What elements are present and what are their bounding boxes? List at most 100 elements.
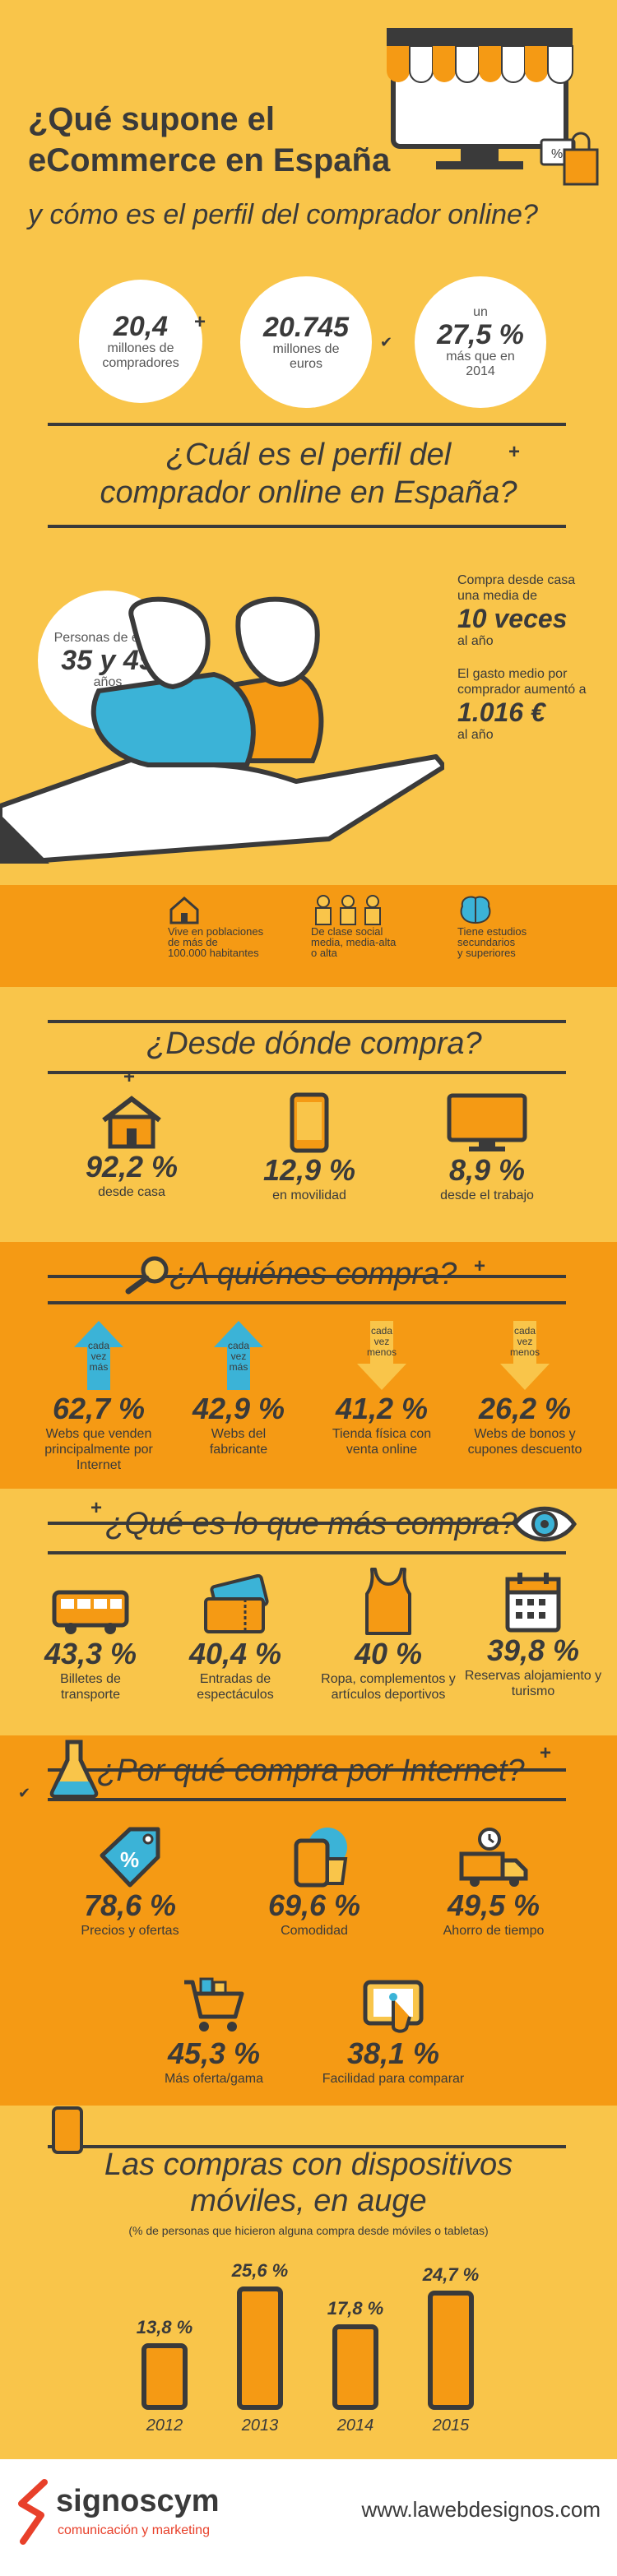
why-label: Comodidad (281, 1924, 348, 1938)
check-icon: ✔ (380, 334, 393, 350)
what-label: artículos deportivos (331, 1688, 446, 1702)
mobile-heading: Las compras con dispositivos móviles, en… (0, 2147, 617, 2219)
whom-value: 42,9 % (192, 1392, 285, 1425)
stat-label: 2014 (466, 364, 495, 378)
desktop-monitor-icon (447, 1093, 527, 1151)
traits-section: Vive en poblaciones de más de 100.000 ha… (0, 885, 617, 987)
price-tag-icon: % (100, 1827, 160, 1888)
phone-bar (332, 2324, 378, 2410)
trait-text: secundarios (457, 936, 516, 948)
plus-icon: + (540, 1742, 552, 1764)
trend-tag: cada (227, 1340, 250, 1351)
why-time-saving: 49,5 % Ahorro de tiempo (420, 1826, 568, 1939)
where-label: en movilidad (272, 1188, 346, 1202)
freq-label: una media de (457, 589, 537, 603)
frequency-stat: Compra desde casa una media de 10 veces … (457, 572, 614, 649)
freq-unit: al año (457, 634, 494, 648)
plus-icon: + (508, 441, 521, 463)
why-comfort: 69,6 % Comodidad (240, 1826, 388, 1939)
bus-icon (52, 1590, 129, 1634)
age-unit: años (93, 675, 123, 689)
bar-value-label: 17,8 % (327, 2298, 384, 2319)
what-transport: 43,3 % Billetes de transporte (16, 1587, 165, 1703)
mobile-heading-line-2: móviles, en auge (190, 2184, 427, 2218)
eye-icon (513, 1506, 577, 1542)
whom-manufacturer: cada vez más 42,9 % Webs del fabricante (165, 1319, 313, 1457)
mobile-purchases-chart: 13,8 % 25,6 % 17,8 % 24,7 % 2012 2013 20… (0, 2245, 617, 2459)
mobile-note: (% de personas que hicieron alguna compr… (128, 2224, 489, 2237)
trait-text: De clase social (311, 925, 383, 938)
plus-icon: + (194, 311, 206, 333)
stat-value: 27,5 % (437, 319, 524, 350)
stat-value: 20.745 (263, 312, 349, 343)
why-more-choice: 45,3 % Más oferta/gama (140, 1974, 288, 2087)
whom-value: 62,7 % (52, 1392, 146, 1425)
what-label: Reservas alojamiento y (464, 1669, 602, 1683)
footer-url[interactable]: www.lawebdesignos.com (361, 2497, 601, 2522)
profile-heading: ¿Cuál es el perfil del comprador online … (0, 436, 617, 512)
thumbs-up-icon (294, 1828, 348, 1888)
whom-label: Tienda física con (332, 1427, 432, 1441)
calendar-icon (505, 1573, 561, 1633)
what-tickets: 40,4 % Entradas de espectáculos (161, 1574, 309, 1703)
what-label: Ropa, complementos y (321, 1672, 456, 1686)
trait-text: o alta (311, 947, 337, 959)
what-label: transporte (60, 1688, 121, 1702)
why-value: 49,5 % (447, 1888, 540, 1922)
why-prices: % 78,6 % Precios y ofertas (56, 1826, 204, 1939)
divider (48, 525, 566, 528)
divider (48, 1071, 566, 1074)
profile-heading-line-2: comprador online en España? (100, 475, 517, 510)
plus-icon: + (123, 1066, 136, 1088)
trait-city: Vive en poblaciones de más de 100.000 ha… (168, 893, 291, 958)
whom-label: Webs que venden (45, 1427, 152, 1441)
trend-tag: vez (90, 1351, 107, 1362)
tablet-touch-icon (363, 1980, 424, 2033)
what-value: 40,4 % (188, 1637, 282, 1670)
what-heading: ¿Qué es lo que más compra? (105, 1507, 517, 1541)
why-heading: ¿Por qué compra por Internet? (97, 1754, 525, 1788)
divider (48, 1020, 566, 1023)
bar-year-label: 2012 (146, 2416, 183, 2435)
bar-value-label: 13,8 % (136, 2317, 193, 2337)
check-icon: ✔ (18, 1785, 31, 1801)
what-section: + ¿Qué es lo que más compra? 43,3 % Bill… (0, 1489, 617, 1735)
what-value: 40 % (354, 1637, 423, 1670)
trend-tag: más (89, 1361, 109, 1373)
house-icon (169, 897, 199, 924)
whom-coupons: cada vez menos 26,2 % Webs de bonos y cu… (451, 1319, 599, 1457)
divider (48, 1522, 566, 1525)
header-section: % ¿Qué supone el eCommerce en España y c… (0, 0, 617, 247)
divider (48, 1301, 566, 1304)
trait-text: de más de (168, 936, 218, 948)
trait-text: Tiene estudios (457, 925, 527, 938)
why-label: Más oferta/gama (164, 2072, 264, 2086)
delivery-truck-icon (459, 1828, 528, 1887)
what-clothing: 40 % Ropa, complementos y artículos depo… (306, 1566, 471, 1703)
whom-label: principalmente por (44, 1443, 153, 1457)
title-line-2: eCommerce en España (28, 142, 391, 178)
whom-label: cupones descuento (467, 1443, 582, 1457)
footer: signoscym comunicación y marketing www.l… (0, 2459, 617, 2576)
flask-icon (49, 1740, 99, 1799)
trend-tag: más (229, 1361, 248, 1373)
shopping-cart-icon (184, 1977, 244, 2032)
trait-text: Vive en poblaciones (168, 925, 264, 938)
stat-label: compradores (102, 356, 179, 370)
divider (48, 1798, 566, 1801)
whom-value: 41,2 % (335, 1392, 429, 1425)
whom-physical-store: cada vez menos 41,2 % Tienda física con … (308, 1319, 456, 1457)
bar-year-label: 2013 (241, 2416, 279, 2435)
freq-value: 10 veces (457, 604, 568, 633)
what-label: Billetes de (60, 1672, 121, 1686)
spend-unit: al año (457, 728, 494, 742)
page-title: ¿Qué supone el eCommerce en España (28, 99, 538, 181)
what-label: turismo (511, 1684, 555, 1698)
phone-bar (428, 2291, 474, 2410)
bar-value-label: 24,7 % (422, 2264, 480, 2285)
online-shop-monitor-icon: % (387, 28, 599, 186)
divider (48, 423, 566, 426)
ticket-icon (204, 1574, 269, 1633)
tank-top-icon (365, 1568, 411, 1635)
spend-value: 1.016 € (457, 697, 545, 727)
